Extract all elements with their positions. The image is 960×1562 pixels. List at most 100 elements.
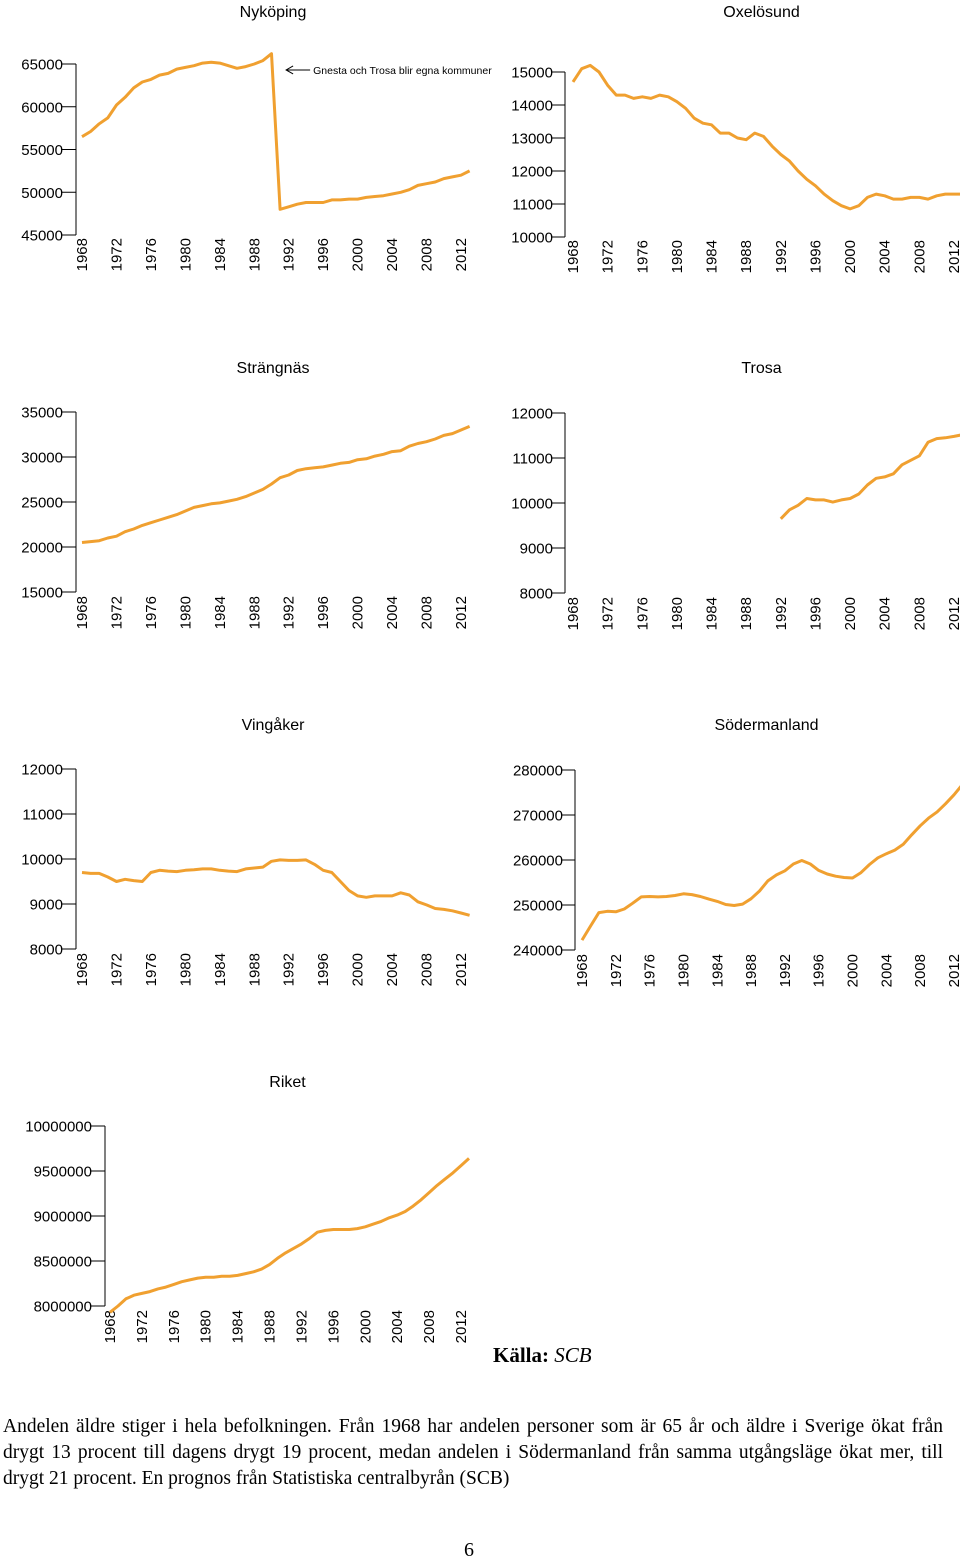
source-note: Källa: SCB — [493, 1343, 592, 1368]
x-tick-label: 2012 — [946, 597, 960, 630]
x-tick-label: 2008 — [912, 954, 929, 987]
x-tick-label: 2000 — [350, 596, 367, 629]
x-tick-label: 2004 — [878, 954, 895, 987]
y-tick-label: 45000 — [21, 228, 63, 245]
x-tick-label: 1968 — [74, 238, 91, 271]
x-tick-label: 1968 — [565, 240, 582, 273]
x-tick-label: 1968 — [565, 597, 582, 630]
x-tick-label: 1980 — [669, 240, 686, 273]
x-tick-label: 2004 — [384, 596, 401, 629]
x-tick-label: 2008 — [419, 953, 436, 986]
y-tick-label: 13000 — [511, 131, 553, 148]
x-tick-label: 2004 — [384, 953, 401, 986]
chart-title: Nyköping — [240, 4, 307, 21]
y-tick-label: 10000 — [511, 230, 553, 247]
y-tick-label: 30000 — [21, 450, 63, 467]
x-tick-label: 1980 — [177, 238, 194, 271]
series-line — [779, 433, 960, 520]
x-tick-label: 1992 — [777, 954, 794, 987]
y-tick-label: 250000 — [513, 898, 563, 915]
x-tick-label: 2000 — [842, 240, 859, 273]
x-tick-label: 1968 — [74, 596, 91, 629]
x-tick-label: 1984 — [212, 596, 229, 629]
annotation-arrowhead — [285, 65, 294, 75]
x-tick-label: 1968 — [102, 1310, 119, 1343]
x-tick-label: 2012 — [453, 953, 470, 986]
body-paragraph: Andelen äldre stiger i hela befolkningen… — [3, 1416, 943, 1489]
x-tick-label: 1988 — [262, 1310, 279, 1343]
x-tick-label: 1992 — [293, 1310, 310, 1343]
x-tick-label: 2008 — [911, 597, 928, 630]
y-tick-label: 8000 — [30, 942, 63, 959]
x-tick-label: 1980 — [669, 597, 686, 630]
chart-oxelosund: Oxelösund 15000 14000 13000 12000 11000 10000 1… — [511, 4, 960, 273]
chart-title: Södermanland — [714, 717, 818, 734]
x-tick-label: 1980 — [177, 596, 194, 629]
x-tick-label: 1984 — [704, 597, 721, 630]
y-tick-label: 14000 — [511, 98, 553, 115]
source-value: SCB — [554, 1343, 592, 1367]
x-tick-label: 1992 — [281, 953, 298, 986]
x-tick-label: 1972 — [600, 597, 617, 630]
chart-title: Trosa — [741, 360, 781, 377]
y-tick-label: 60000 — [21, 99, 63, 116]
y-tick-label: 11000 — [512, 451, 553, 468]
x-tick-label: 1980 — [675, 954, 692, 987]
x-tick-label: 1972 — [108, 238, 125, 271]
x-tick-label: 1992 — [773, 240, 790, 273]
x-tick-label: 1996 — [807, 597, 824, 630]
x-tick-label: 1992 — [281, 238, 298, 271]
chart-title: Riket — [269, 1074, 306, 1091]
y-tick-label: 9000 — [30, 897, 63, 914]
x-tick-label: 2012 — [946, 240, 960, 273]
chart-title: Vingåker — [242, 716, 306, 734]
x-tick-label: 1972 — [600, 240, 617, 273]
x-tick-label: 2004 — [877, 240, 894, 273]
series-line — [81, 425, 471, 544]
x-tick-label: 1984 — [212, 953, 229, 986]
x-tick-label: 1992 — [773, 597, 790, 630]
x-tick-label: 2004 — [384, 238, 401, 271]
x-tick-label: 1988 — [738, 597, 755, 630]
y-tick-label: 9000000 — [34, 1209, 92, 1226]
x-tick-label: 1996 — [315, 953, 332, 986]
y-tick-label: 12000 — [511, 164, 553, 181]
x-tick-label: 1996 — [315, 596, 332, 629]
x-tick-label: 1984 — [709, 954, 726, 987]
x-tick-label: 2004 — [877, 597, 894, 630]
y-tick-label: 10000 — [511, 496, 553, 513]
x-tick-label: 2012 — [453, 596, 470, 629]
x-tick-label: 1976 — [166, 1310, 183, 1343]
source-label: Källa: — [493, 1343, 549, 1367]
annotation-text: Gnesta och Trosa blir egna kommuner — [313, 65, 492, 77]
x-tick-label: 1976 — [143, 953, 160, 986]
chart-strangnas: Strängnäs 35000 30000 25000 20000 15000 1968 19… — [21, 360, 471, 629]
y-tick-label: 280000 — [513, 763, 563, 780]
chart-trosa: Trosa 12000 11000 10000 9000 8000 1968 1972 1976… — [511, 360, 960, 630]
x-tick-label: 2000 — [350, 238, 367, 271]
chart-title: Oxelösund — [723, 4, 800, 21]
x-tick-label: 2012 — [453, 238, 470, 271]
y-tick-label: 10000000 — [25, 1119, 92, 1136]
x-tick-label: 1996 — [315, 238, 332, 271]
x-tick-label: 1988 — [246, 596, 263, 629]
y-tick-label: 8000 — [520, 586, 553, 603]
y-tick-label: 8000000 — [34, 1299, 92, 1316]
chart-title: Strängnäs — [237, 360, 310, 377]
y-tick-label: 260000 — [513, 853, 563, 870]
y-tick-label: 25000 — [21, 495, 63, 512]
y-tick-label: 11000 — [512, 197, 553, 214]
chart-sodermanland: Södermanland 280000 270000 260000 250000 2400… — [513, 717, 960, 987]
x-tick-label: 1988 — [738, 240, 755, 273]
y-tick-label: 12000 — [511, 406, 553, 423]
x-tick-label: 2012 — [453, 1310, 470, 1343]
y-tick-label: 9000 — [520, 541, 553, 558]
x-tick-label: 1984 — [230, 1310, 247, 1343]
x-tick-label: 2000 — [350, 953, 367, 986]
y-tick-label: 65000 — [21, 57, 63, 74]
x-tick-label: 1992 — [281, 596, 298, 629]
x-tick-label: 1968 — [574, 954, 591, 987]
y-tick-label: 15000 — [21, 585, 63, 602]
x-tick-label: 1976 — [634, 597, 651, 630]
